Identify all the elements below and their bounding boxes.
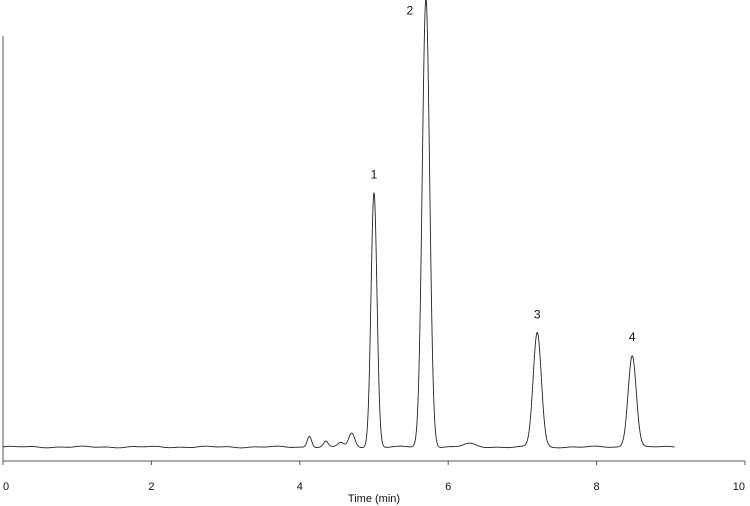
x-tick-label-10: 10 xyxy=(733,481,745,493)
peak-label-1: 1 xyxy=(371,168,378,182)
x-tick-label-4: 4 xyxy=(297,481,303,493)
x-axis-label: Time (min) xyxy=(348,493,400,505)
peak-label-4: 4 xyxy=(629,330,636,344)
x-tick-label-2: 2 xyxy=(148,481,154,493)
x-tick-label-6: 6 xyxy=(445,481,451,493)
chromatogram-trace xyxy=(2,0,675,449)
x-tick-label-0: 0 xyxy=(3,481,9,493)
peak-label-2: 2 xyxy=(407,3,414,17)
x-axis-ticks: 0 2 4 6 8 10 xyxy=(2,461,746,493)
peak-label-3: 3 xyxy=(534,308,541,322)
x-tick-label-8: 8 xyxy=(594,481,600,493)
peak-labels: 1 2 3 4 xyxy=(371,3,636,344)
